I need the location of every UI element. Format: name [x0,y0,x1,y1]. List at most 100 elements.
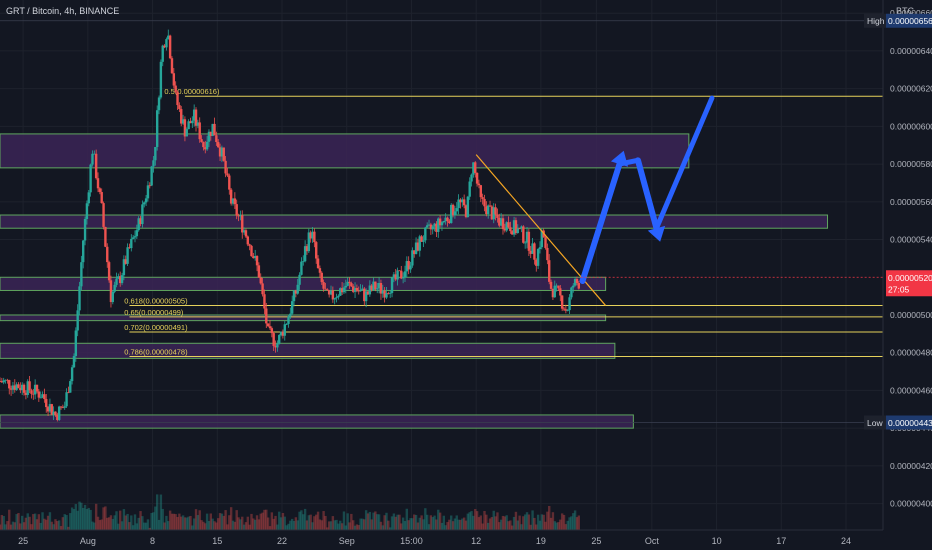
volume-bar [141,516,144,530]
y-tick-label: 0.00000420 [890,461,932,471]
volume-bar [237,517,240,530]
volume-bar [446,522,449,530]
candle-body [220,147,224,157]
volume-bar [159,494,163,530]
volume-bar [501,515,505,530]
candle-body [257,265,261,278]
candle-body [235,204,238,216]
candle-body [229,189,233,204]
volume-bar [414,514,418,530]
candle-body [222,147,225,161]
candle-body [94,153,98,179]
volume-bar [130,515,133,530]
candle-body [464,205,468,218]
candle-body [226,173,229,176]
volume-bar [100,519,103,530]
candle-body [492,207,495,220]
candle-body [231,198,235,204]
volume-bar [390,516,394,530]
high-marker-value: 0.00000656 [888,16,932,26]
candle-body [481,197,484,199]
candle-body [104,226,107,247]
candle-body [544,237,547,248]
candle-body [70,367,74,382]
projection-arrow-segment [616,157,641,167]
candle-body [303,246,307,262]
candle-body [357,290,360,292]
volume-bar [189,515,192,530]
candle-body [82,240,85,263]
volume-bar [69,513,72,530]
volume-bar [472,515,475,530]
candle-body [163,45,166,48]
candle-body [455,208,458,212]
volume-bar [540,514,544,530]
volume-bar [296,520,299,530]
volume-bar [139,511,142,530]
volume-bar [278,511,281,530]
volume-bar [270,512,274,530]
volume-bar [359,518,362,530]
volume-bar [2,516,5,530]
candle-body [385,293,388,298]
candle-body [359,290,362,292]
candle-body [348,281,351,284]
candle-body [422,240,425,242]
volume-bar [231,520,235,530]
fib-level-label: 0.5(0.00000616) [164,87,220,96]
volume-bar [546,511,549,530]
y-tick-label: 0.00000400 [890,499,932,509]
candle-body [505,222,508,231]
candle-body [268,326,272,329]
volume-bar [322,511,325,530]
volume-bar [348,522,351,530]
low-marker-label: Low [867,418,883,428]
volume-bar [326,527,329,530]
projection-arrow-segment [579,161,623,285]
candle-body [43,394,46,400]
support-resistance-zone [0,342,616,359]
candle-body [401,277,405,279]
candle-body [128,247,131,249]
volume-bar [483,510,486,530]
volume-bar [268,526,272,530]
volume-bar [144,522,148,530]
candle-body [15,384,18,390]
candle-body [316,258,320,269]
candle-body [285,323,288,325]
volume-bar [83,504,87,530]
candle-body [305,246,309,252]
volume-bar [424,508,427,530]
volume-bar [241,516,244,530]
volume-bar [209,513,213,530]
candle-body [2,380,5,383]
volume-bar [305,520,309,530]
volume-bar [553,521,556,530]
candle-body [311,231,314,239]
candle-body [89,164,92,193]
candle-body [555,285,558,287]
volume-bar [346,513,349,530]
candle-body [133,236,137,238]
candle-body [281,331,285,336]
volume-bar [93,522,96,530]
candle-body [374,281,377,290]
candle-body [350,283,353,287]
candle-body [294,290,298,294]
volume-bar [516,520,519,530]
volume-bar [544,521,547,530]
volume-bar [353,525,357,530]
volume-bar [520,524,523,530]
support-resistance-zone [0,133,690,169]
volume-bar [133,514,137,530]
candle-body [313,231,316,243]
fib-layer: 0.5(0.00000616) 0.618(0.00000505) 0.65(0.0… [124,87,883,357]
volume-bar [437,509,440,530]
candle-body [298,274,301,285]
volume-bar [388,527,392,530]
candle-body [377,283,381,289]
candle-body [496,214,499,218]
